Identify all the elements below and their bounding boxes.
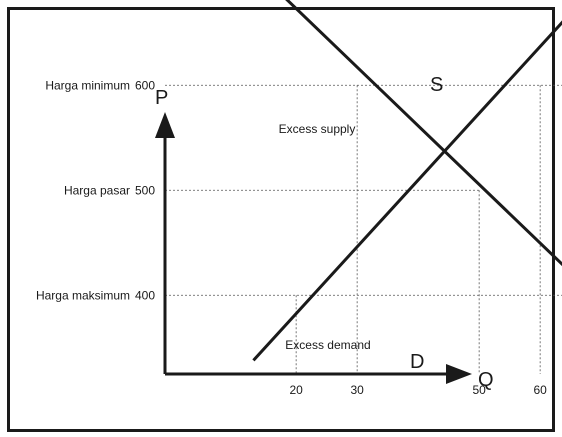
excess-demand-label: Excess demand [285,338,370,352]
curve-d [285,0,562,267]
x-axis-label: Q [478,369,494,391]
demand-curve-label: D [410,351,424,373]
y-axis-label: P [155,87,168,109]
y-tick-name-500: Harga pasar [64,183,130,197]
excess-supply-label: Excess supply [279,122,356,136]
x-tick-label-50: 50 [472,383,486,397]
supply-curve-label: S [430,74,443,96]
y-tick-name-600: Harga minimum [45,78,130,92]
gridlines [165,84,562,374]
y-tick-label-400: 400 [135,288,155,302]
x-tick-label-30: 30 [350,383,364,397]
y-tick-name-400: Harga maksimum [36,288,130,302]
x-tick-label-60: 60 [533,383,547,397]
y-tick-label-600: 600 [135,78,155,92]
x-tick-label-20: 20 [289,383,303,397]
curves [252,0,562,362]
y-axis-arrowhead [155,112,175,138]
labels: P Q Excess supply Excess demand [155,87,494,391]
chart-frame [7,7,555,432]
curve-s [252,20,562,362]
x-axis-arrowhead [446,364,472,384]
y-tick-label-500: 500 [135,183,155,197]
axes [155,112,472,384]
